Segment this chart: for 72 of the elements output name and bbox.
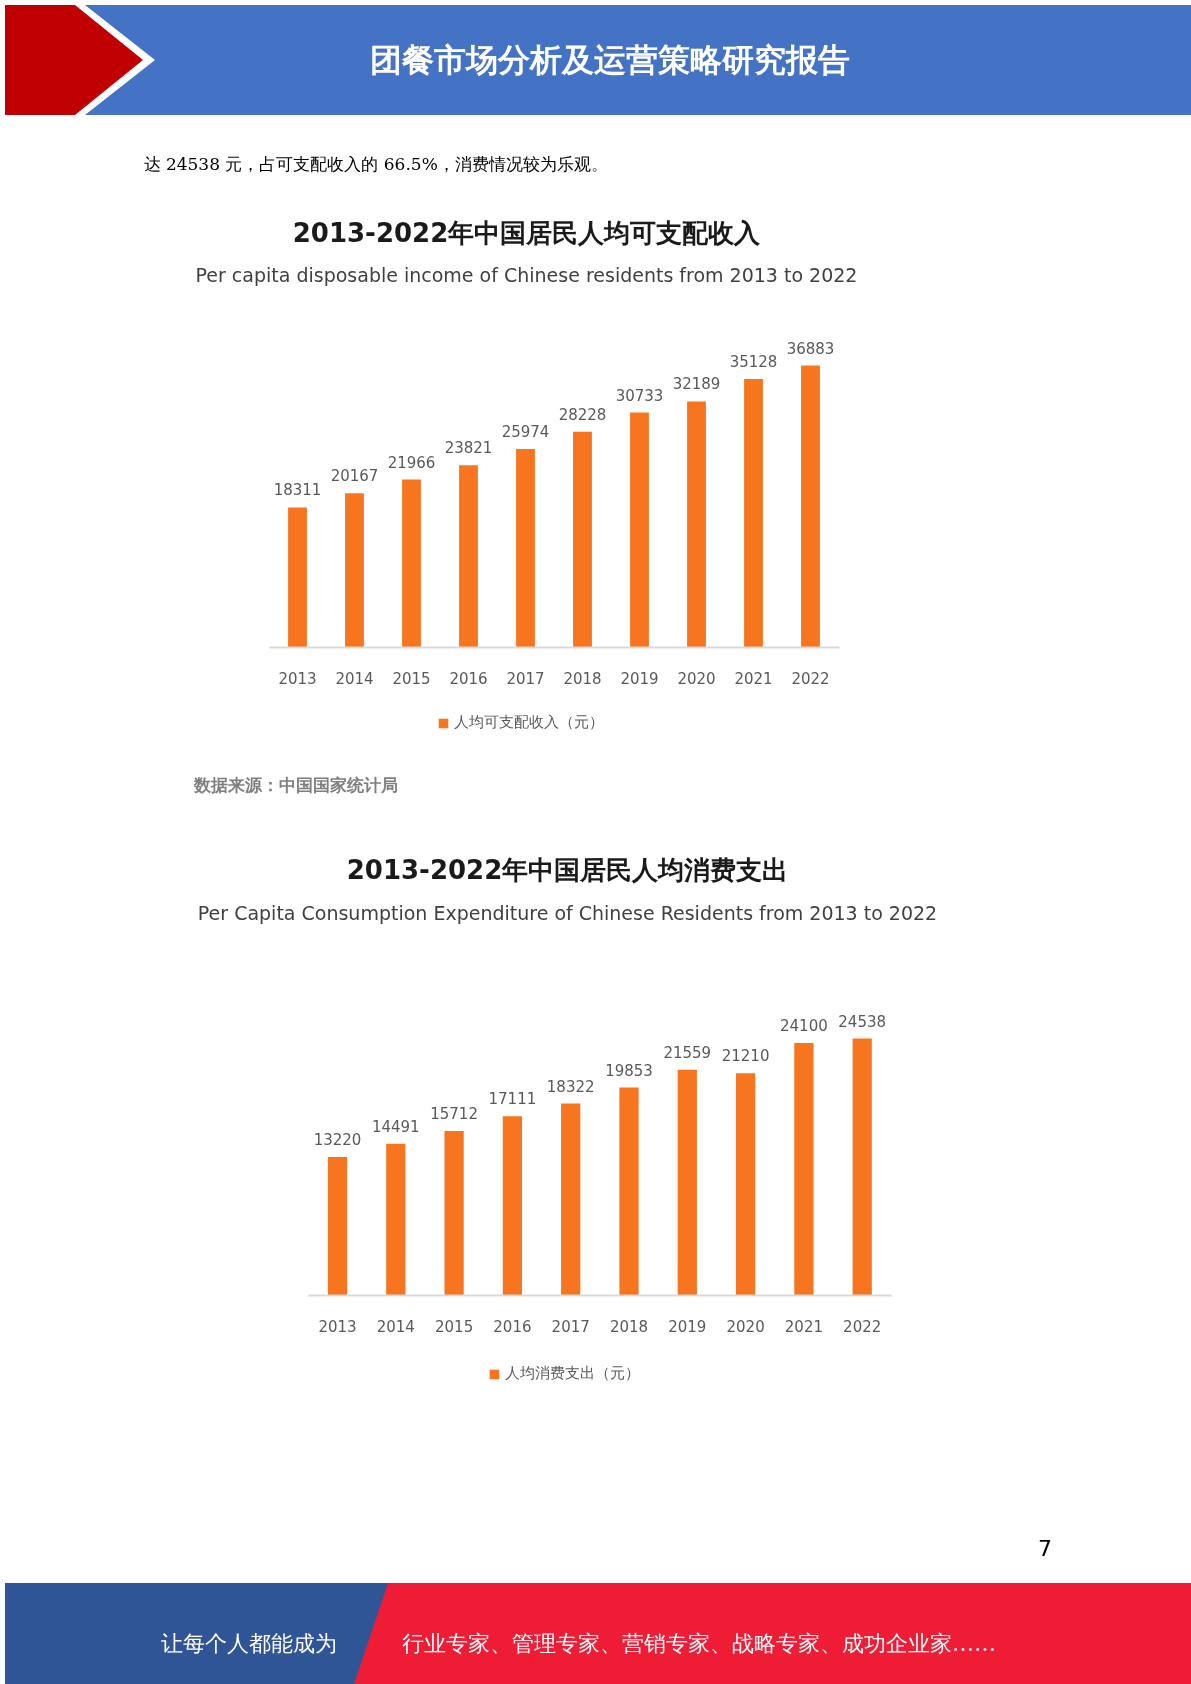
bar: [687, 401, 706, 648]
bar: [735, 1073, 756, 1296]
data-label: 24538: [838, 1012, 887, 1031]
x-tick-label: 2022: [843, 1317, 882, 1336]
data-label: 28228: [558, 405, 607, 424]
bar: [794, 1043, 814, 1296]
x-tick-label: 2016: [449, 669, 488, 688]
data-label: 21210: [721, 1047, 770, 1066]
bar: [677, 1069, 697, 1296]
data-label: 24100: [780, 1017, 828, 1036]
data-label: 19853: [605, 1061, 653, 1080]
source-note: 数据来源：中国国家统计局: [192, 774, 398, 795]
x-tick-label: 2013: [318, 1317, 357, 1336]
bar: [459, 465, 478, 648]
text: 团餐市场分析及运营策略研究报告: [370, 40, 850, 80]
bar: [444, 1130, 464, 1296]
data-label: 36883: [786, 339, 835, 358]
bar: [386, 1143, 406, 1296]
x-tick-label: 2022: [791, 669, 830, 688]
x-tick-label: 2019: [668, 1317, 707, 1336]
x-tick-label: 2015: [392, 669, 431, 688]
data-label: 25974: [501, 422, 550, 441]
bar: [402, 479, 421, 648]
bar: [288, 507, 307, 648]
data-label: 21559: [663, 1043, 712, 1062]
data-label: 17111: [488, 1090, 537, 1109]
chart-subtitle: Per capita disposable income of Chinese residents from 2013 to 2022: [195, 263, 858, 286]
x-tick-label: 2015: [435, 1317, 474, 1336]
x-tick-label: 2018: [609, 1317, 649, 1336]
chart-subtitle: Per Capita Consumption Expenditure of Chinese Residents from 2013 to 2022: [197, 901, 938, 924]
data-label: 18322: [546, 1077, 595, 1096]
data-label: 21966: [387, 453, 436, 472]
bar: [327, 1157, 348, 1296]
chart-title: 2013-2022年中国居民人均可支配收入: [292, 217, 762, 248]
bar: [630, 412, 649, 648]
x-tick-label: 2014: [335, 669, 374, 688]
legend-label: 人均可支配收入（元）: [454, 713, 604, 732]
data-label: 20167: [330, 467, 379, 486]
x-tick-label: 2017: [551, 1317, 590, 1336]
x-tick-label: 2017: [506, 669, 545, 688]
bar: [345, 493, 364, 648]
text: 行业专家、管理专家、营销专家、战略专家、成功企业家……: [402, 1630, 996, 1658]
data-label: 14491: [371, 1117, 420, 1136]
x-tick-label: 2020: [677, 669, 716, 688]
x-tick-label: 2020: [726, 1317, 765, 1336]
bar: [801, 365, 820, 648]
x-tick-label: 2019: [620, 669, 659, 688]
legend-label: 人均消费支出（元）: [505, 1364, 640, 1383]
bar: [744, 378, 763, 648]
x-tick-label: 2013: [278, 669, 317, 688]
bar: [502, 1116, 523, 1296]
bar: [573, 431, 592, 648]
data-label: 18311: [273, 481, 322, 500]
data-label: 32189: [672, 375, 721, 394]
bar: [619, 1087, 639, 1296]
chart-title: 2013-2022年中国居民人均消费支出: [346, 854, 789, 885]
x-tick-label: 2018: [563, 669, 602, 688]
bar: [852, 1038, 872, 1296]
bar: [516, 448, 535, 648]
text: 让每个人都能成为: [161, 1630, 337, 1658]
data-label: 30733: [615, 386, 664, 405]
x-tick-label: 2021: [784, 1317, 823, 1336]
text: 达 24538 元，占可支配收入的 66.5%，消费情况较为乐观。: [143, 153, 608, 174]
data-label: 15712: [430, 1104, 478, 1123]
text: 7: [1038, 1535, 1052, 1563]
data-label: 13220: [313, 1131, 362, 1150]
data-label: 23821: [444, 439, 493, 458]
bar: [561, 1103, 581, 1296]
data-label: 35128: [729, 352, 778, 371]
x-tick-label: 2014: [376, 1317, 415, 1336]
x-tick-label: 2016: [493, 1317, 532, 1336]
x-tick-label: 2021: [734, 669, 773, 688]
